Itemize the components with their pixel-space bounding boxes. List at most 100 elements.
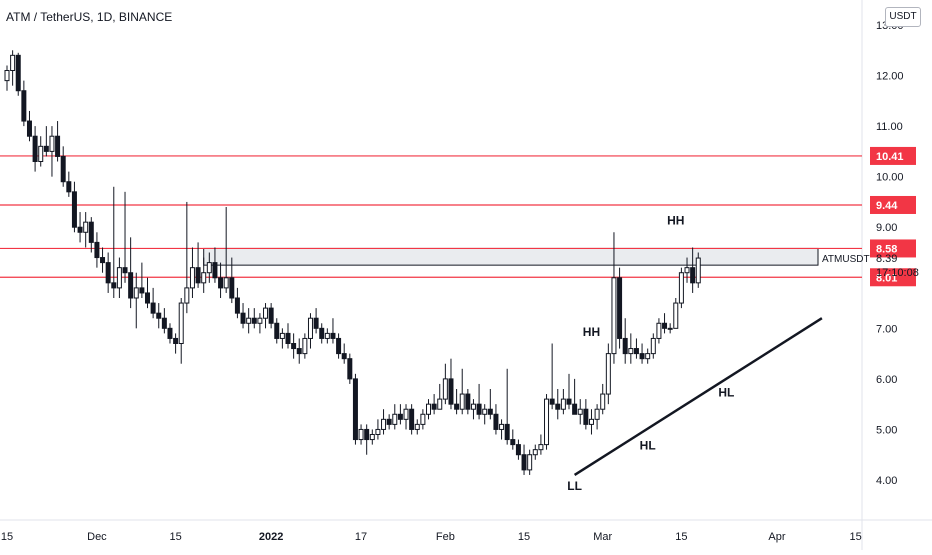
candle-body	[161, 317, 167, 329]
level-price-tag	[870, 239, 916, 258]
candle-body	[617, 277, 623, 339]
candle-body	[515, 444, 521, 456]
time-tick-label: Dec	[87, 531, 107, 543]
level-price-tag	[870, 195, 916, 214]
level-price-label: 8.58	[876, 243, 897, 255]
trendline	[573, 317, 823, 477]
candle-body	[588, 418, 594, 425]
resistance-zone	[203, 247, 819, 266]
candle-body	[246, 317, 252, 324]
candle-body	[296, 348, 302, 355]
candle-body	[605, 353, 611, 395]
annotations: LL HH HL HH HL	[567, 214, 734, 493]
candle-body	[392, 413, 398, 425]
candle-body	[650, 337, 656, 355]
level-price-label: 10.41	[876, 151, 904, 163]
uptrend-line	[573, 317, 823, 477]
candle-body	[420, 413, 426, 425]
candle-body	[122, 267, 128, 274]
candle-body	[15, 54, 21, 92]
candle-body	[150, 302, 156, 314]
candle-body	[49, 135, 55, 152]
chart-title: ATM / TetherUS, 1D, BINANCE	[6, 10, 173, 24]
candle-body	[442, 378, 448, 400]
candle-body	[504, 423, 510, 441]
candle-body	[307, 317, 313, 339]
time-tick-label: 15	[675, 531, 687, 543]
candle-body	[560, 398, 566, 410]
candle-body	[583, 408, 589, 425]
currency-button[interactable]: USDT	[885, 7, 921, 27]
candle-body	[482, 408, 488, 415]
level-price-tag	[870, 146, 916, 165]
price-tick-label: 7.00	[876, 323, 897, 335]
price-tick-label: 4.00	[876, 475, 897, 487]
candle-body	[133, 287, 139, 299]
candle-body	[105, 262, 111, 284]
time-tick-label: 15	[1, 531, 13, 543]
candle-body	[240, 312, 246, 324]
candle-body	[426, 403, 431, 415]
candle-body	[493, 413, 499, 430]
candle-body	[499, 423, 505, 430]
candle-body	[369, 434, 375, 441]
price-tick-label: 9.00	[876, 222, 897, 234]
candle-body	[128, 272, 134, 299]
candle-body	[71, 191, 77, 228]
candle-body	[358, 428, 364, 441]
candle-body	[83, 221, 89, 233]
candle-body	[229, 277, 235, 299]
candle-body	[695, 257, 701, 284]
price-tick-label: 5.00	[876, 424, 897, 436]
candle-body	[218, 277, 224, 289]
candle-body	[173, 337, 179, 345]
candle-body	[212, 262, 218, 279]
candle-body	[431, 403, 437, 410]
candle-body	[403, 408, 409, 420]
countdown-label: 17:10:08	[876, 267, 919, 279]
candle-body	[470, 403, 476, 410]
time-tick-label: 2022	[259, 531, 283, 543]
candle-body	[116, 267, 122, 289]
candle-body	[43, 145, 49, 152]
candle-body	[628, 348, 634, 355]
level-price-label: 9.44	[876, 200, 898, 212]
time-tick-label: Mar	[593, 531, 612, 543]
candle-body	[139, 287, 145, 294]
time-tick-label: 17	[355, 531, 367, 543]
price-tick-label: 6.00	[876, 374, 897, 386]
candle-body	[386, 418, 392, 425]
candles	[4, 50, 701, 475]
candle-body	[381, 418, 387, 430]
time-tick-label: 15	[169, 531, 181, 543]
pattern-label: HL	[718, 386, 734, 400]
candle-body	[459, 393, 465, 410]
candle-body	[555, 403, 561, 410]
candle-body	[257, 317, 263, 324]
candle-body	[673, 302, 679, 329]
pattern-label: HH	[583, 325, 600, 339]
candle-body	[313, 317, 319, 329]
candle-body	[454, 403, 460, 410]
candle-body	[336, 337, 342, 355]
candle-body	[206, 262, 212, 274]
candle-body	[633, 348, 639, 355]
price-tick-label: 12.00	[876, 71, 904, 83]
candle-body	[437, 398, 443, 410]
candle-body	[4, 70, 10, 82]
candle-body	[594, 408, 600, 420]
time-tick-label: 15	[849, 531, 861, 543]
last-price-label: 8.39	[876, 253, 897, 265]
candle-body	[341, 353, 347, 360]
candle-body	[611, 277, 617, 355]
candle-body	[291, 343, 297, 350]
candle-body	[532, 449, 538, 456]
candle-body	[690, 267, 696, 284]
time-tick-label: 15	[518, 531, 530, 543]
candle-body	[639, 353, 645, 360]
time-axis[interactable]: 15 Dec 15 2022 17 Feb 15 Mar 15 Apr 15	[1, 531, 862, 543]
level-price-tag	[870, 268, 916, 287]
candle-body	[510, 439, 516, 446]
